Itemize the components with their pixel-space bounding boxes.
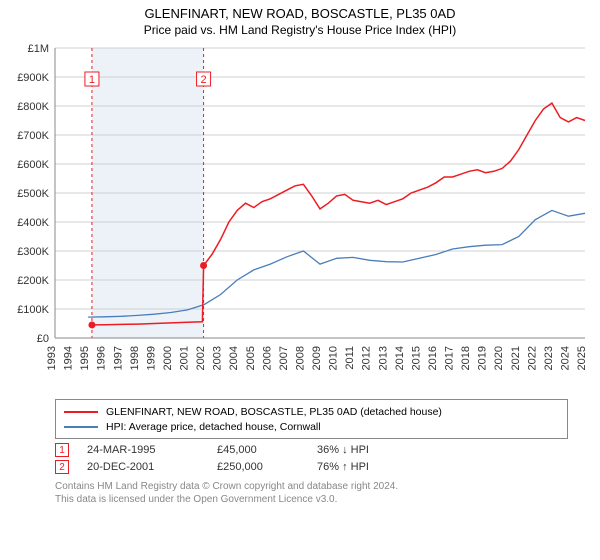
svg-text:2012: 2012 [361, 346, 373, 370]
svg-text:2018: 2018 [460, 346, 472, 370]
svg-text:£600K: £600K [17, 159, 49, 171]
svg-text:1994: 1994 [63, 346, 75, 370]
transaction-diff: 36% ↓ HPI [317, 444, 417, 456]
svg-text:1996: 1996 [96, 346, 108, 370]
svg-text:2007: 2007 [278, 346, 290, 370]
svg-text:£800K: £800K [17, 101, 49, 113]
transaction-diff: 76% ↑ HPI [317, 461, 417, 473]
svg-text:£0: £0 [37, 333, 49, 345]
footer-line: This data is licensed under the Open Gov… [55, 493, 600, 506]
transaction-marker: 1 [55, 443, 69, 457]
svg-text:£100K: £100K [17, 304, 49, 316]
legend-item: GLENFINART, NEW ROAD, BOSCASTLE, PL35 0A… [64, 404, 559, 419]
svg-text:2013: 2013 [377, 346, 389, 370]
svg-text:2011: 2011 [344, 346, 356, 370]
svg-text:2001: 2001 [179, 346, 191, 370]
price-chart: £0 £100K £200K £300K £400K £500K £600K £700K £80… [0, 43, 600, 393]
chart-subtitle: Price paid vs. HM Land Registry's House … [0, 21, 600, 43]
svg-text:2005: 2005 [245, 346, 257, 370]
svg-text:2025: 2025 [576, 346, 588, 370]
svg-text:£700K: £700K [17, 130, 49, 142]
legend-label: HPI: Average price, detached house, Corn… [106, 421, 321, 433]
svg-text:2006: 2006 [261, 346, 273, 370]
transaction-price: £45,000 [217, 444, 317, 456]
legend: GLENFINART, NEW ROAD, BOSCASTLE, PL35 0A… [55, 399, 568, 439]
footer: Contains HM Land Registry data © Crown c… [55, 480, 600, 506]
svg-text:2024: 2024 [559, 346, 571, 370]
svg-text:£1M: £1M [28, 43, 49, 55]
svg-text:1998: 1998 [129, 346, 141, 370]
transaction-date: 20-DEC-2001 [87, 461, 217, 473]
legend-label: GLENFINART, NEW ROAD, BOSCASTLE, PL35 0A… [106, 406, 442, 418]
svg-text:2: 2 [201, 74, 207, 86]
svg-text:2000: 2000 [162, 346, 174, 370]
svg-text:£900K: £900K [17, 72, 49, 84]
transaction-price: £250,000 [217, 461, 317, 473]
svg-text:1995: 1995 [79, 346, 91, 370]
svg-text:2022: 2022 [526, 346, 538, 370]
svg-text:1997: 1997 [112, 346, 124, 370]
svg-text:2020: 2020 [493, 346, 505, 370]
svg-text:1993: 1993 [46, 346, 58, 370]
svg-text:£500K: £500K [17, 188, 49, 200]
svg-text:2002: 2002 [195, 346, 207, 370]
svg-text:2016: 2016 [427, 346, 439, 370]
svg-text:2021: 2021 [510, 346, 522, 370]
chart-title: GLENFINART, NEW ROAD, BOSCASTLE, PL35 0A… [0, 0, 600, 21]
svg-text:2009: 2009 [311, 346, 323, 370]
svg-text:2019: 2019 [477, 346, 489, 370]
svg-text:£400K: £400K [17, 217, 49, 229]
svg-text:2010: 2010 [328, 346, 340, 370]
legend-swatch [64, 411, 98, 413]
svg-text:2008: 2008 [294, 346, 306, 370]
transaction-marker: 2 [55, 460, 69, 474]
svg-text:2014: 2014 [394, 346, 406, 370]
footer-line: Contains HM Land Registry data © Crown c… [55, 480, 600, 493]
svg-text:2003: 2003 [212, 346, 224, 370]
legend-item: HPI: Average price, detached house, Corn… [64, 419, 559, 434]
svg-text:1: 1 [89, 74, 95, 86]
svg-text:2017: 2017 [444, 346, 456, 370]
transaction-row: 2 20-DEC-2001 £250,000 76% ↑ HPI [55, 460, 600, 474]
svg-text:£200K: £200K [17, 275, 49, 287]
svg-text:2023: 2023 [543, 346, 555, 370]
transaction-row: 1 24-MAR-1995 £45,000 36% ↓ HPI [55, 443, 600, 457]
svg-text:1999: 1999 [145, 346, 157, 370]
legend-swatch [64, 426, 98, 428]
svg-text:£300K: £300K [17, 246, 49, 258]
chart-container: £0 £100K £200K £300K £400K £500K £600K £700K £80… [0, 43, 600, 393]
transaction-date: 24-MAR-1995 [87, 444, 217, 456]
svg-text:2004: 2004 [228, 346, 240, 370]
svg-text:2015: 2015 [410, 346, 422, 370]
